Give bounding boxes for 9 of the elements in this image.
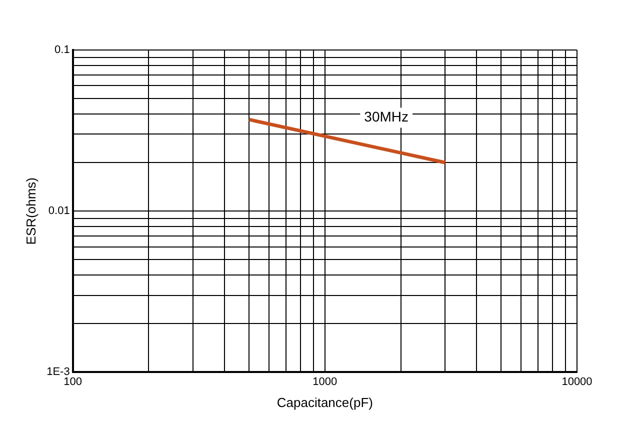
x-tick-label: 100	[64, 376, 82, 388]
x-axis-title: Capacitance(pF)	[276, 394, 373, 410]
x-tick-label: 1000	[312, 376, 338, 388]
series-label: 30MHz	[364, 108, 409, 125]
y-axis-title: ESR(ohms)	[23, 178, 38, 245]
y-tick-label: 0.01	[48, 205, 70, 218]
y-tick-label: 0.1	[54, 44, 70, 56]
x-tick-label: 10000	[562, 376, 592, 388]
y-tick-label: 1E-3	[46, 366, 70, 378]
